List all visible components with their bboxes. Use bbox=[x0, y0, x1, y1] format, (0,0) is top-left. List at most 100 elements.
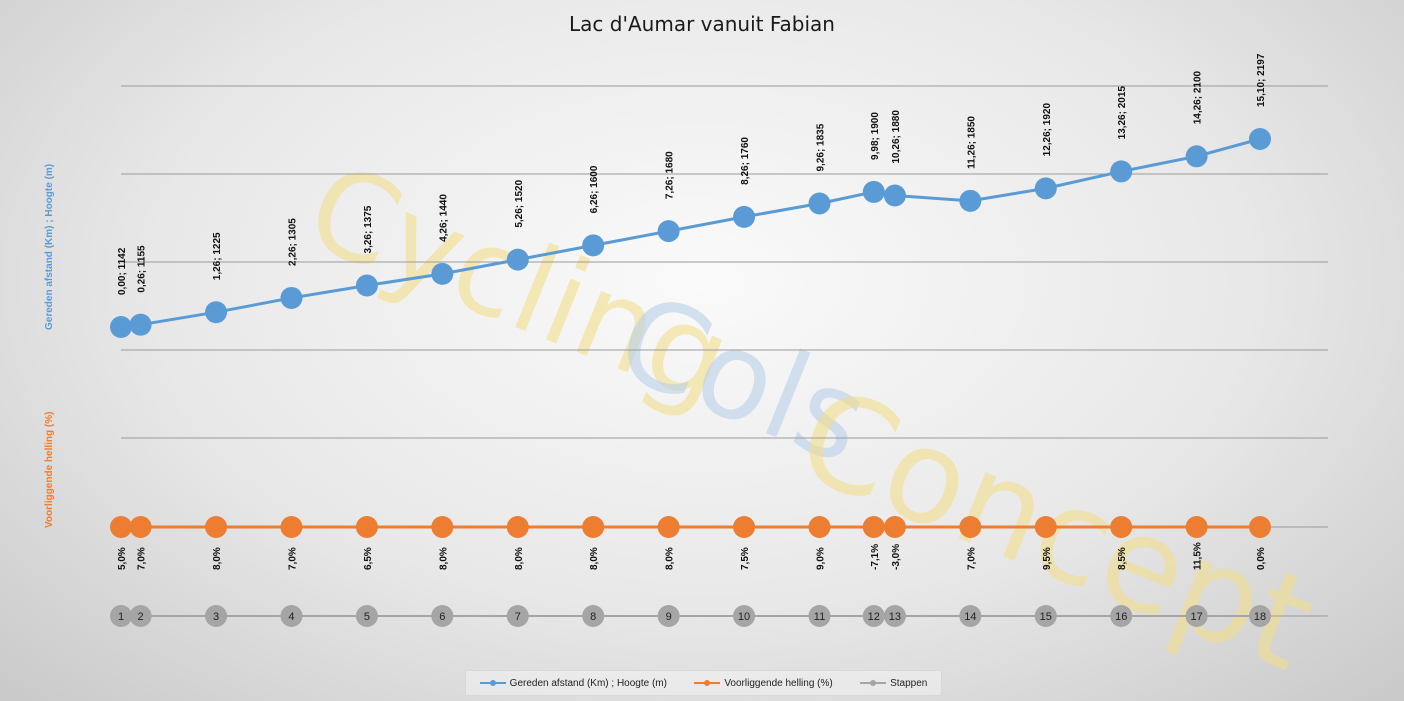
gradient-point bbox=[657, 516, 680, 538]
elevation-point bbox=[1110, 160, 1133, 183]
legend-marker-orange bbox=[694, 680, 721, 686]
legend-label: Gereden afstand (Km) ; Hoogte (m) bbox=[509, 677, 667, 689]
gradient-data-label: 5,0% bbox=[117, 547, 128, 570]
gradient-point bbox=[1034, 516, 1057, 538]
elevation-point bbox=[959, 189, 982, 212]
step-marker bbox=[862, 605, 885, 627]
gradient-point bbox=[1249, 516, 1271, 538]
step-marker bbox=[431, 605, 454, 627]
gradient-data-label: 7,0% bbox=[287, 547, 298, 570]
step-marker bbox=[582, 605, 605, 627]
legend-item-gradient: Voorliggende helling (%) bbox=[694, 677, 833, 689]
elevation-data-label: 3,26; 1375 bbox=[363, 205, 374, 253]
step-marker bbox=[959, 605, 982, 627]
gradient-point bbox=[808, 516, 831, 538]
elevation-point bbox=[110, 316, 132, 338]
gradient-data-label: 6,5% bbox=[363, 547, 374, 570]
elevation-point bbox=[506, 248, 529, 271]
step-label: 17 bbox=[1191, 611, 1203, 623]
step-marker bbox=[1034, 605, 1057, 627]
gradient-data-label: 7,0% bbox=[966, 547, 977, 570]
elevation-point bbox=[1034, 177, 1057, 200]
elevation-point bbox=[657, 220, 680, 243]
step-label: 1 bbox=[118, 611, 124, 623]
step-marker bbox=[883, 605, 906, 627]
step-label: 4 bbox=[288, 611, 294, 623]
step-marker bbox=[733, 605, 756, 627]
gradient-point bbox=[1185, 516, 1208, 538]
gradient-data-label: 9,0% bbox=[815, 547, 826, 570]
step-label: 11 bbox=[814, 611, 825, 623]
step-marker bbox=[129, 605, 152, 627]
step-marker bbox=[355, 605, 378, 627]
gradient-point bbox=[733, 516, 756, 538]
elevation-line bbox=[120, 137, 1261, 329]
step-label: 16 bbox=[1115, 611, 1127, 623]
step-marker bbox=[1110, 605, 1133, 627]
elevation-data-label: 14,26; 2100 bbox=[1193, 70, 1204, 124]
gradient-point bbox=[280, 516, 303, 538]
legend-item-steps: Stappen bbox=[860, 678, 927, 689]
legend-label: Voorliggende helling (%) bbox=[724, 677, 833, 689]
step-marker bbox=[1185, 605, 1208, 627]
step-label: 15 bbox=[1040, 611, 1052, 623]
gradient-point bbox=[355, 516, 378, 538]
gradient-data-label: 8,0% bbox=[589, 547, 600, 570]
elevation-point bbox=[129, 313, 152, 336]
gradient-data-label: 8,5% bbox=[1117, 547, 1128, 570]
step-label: 12 bbox=[868, 611, 880, 623]
elevation-data-label: 4,26; 1440 bbox=[438, 194, 449, 242]
elevation-point bbox=[1249, 128, 1271, 150]
elevation-data-label: 15,10; 2197 bbox=[1256, 53, 1267, 107]
gradient-point bbox=[959, 516, 982, 538]
gradient-data-label: 7,5% bbox=[740, 547, 751, 570]
gradient-data-label: 7,0% bbox=[137, 547, 148, 570]
legend-item-distance-elevation: Gereden afstand (Km) ; Hoogte (m) bbox=[479, 677, 667, 689]
elevation-point bbox=[582, 234, 605, 257]
step-marker bbox=[280, 605, 303, 627]
gradient-point bbox=[883, 516, 906, 538]
elevation-point bbox=[883, 184, 906, 207]
elevation-point bbox=[1185, 145, 1208, 168]
gradient-point bbox=[1110, 516, 1133, 538]
legend-marker-blue bbox=[479, 680, 506, 686]
elevation-data-label: 1,26; 1225 bbox=[212, 232, 223, 280]
gradient-data-label: 8,0% bbox=[514, 547, 525, 570]
elevation-data-label: 2,26; 1305 bbox=[287, 218, 298, 266]
elevation-point bbox=[355, 274, 378, 297]
gradient-data-label: 8,0% bbox=[212, 547, 223, 570]
legend-label: Stappen bbox=[890, 677, 928, 689]
step-label: 5 bbox=[364, 611, 370, 623]
elevation-data-label: 8,26; 1760 bbox=[740, 137, 751, 185]
elevation-data-label: 10,26; 1880 bbox=[891, 110, 902, 164]
legend: Gereden afstand (Km) ; Hoogte (m) Voorli… bbox=[465, 670, 942, 696]
step-label: 6 bbox=[439, 611, 445, 623]
gradient-data-label: 9,5% bbox=[1042, 547, 1053, 570]
step-label: 13 bbox=[889, 611, 901, 623]
gradient-point bbox=[862, 516, 885, 538]
step-marker bbox=[657, 605, 680, 627]
gradient-point bbox=[506, 516, 529, 538]
elevation-point bbox=[733, 205, 756, 228]
gradient-data-label: 8,0% bbox=[438, 547, 449, 570]
elevation-data-label: 9,98; 1900 bbox=[870, 112, 881, 160]
gradient-point bbox=[129, 516, 152, 538]
elevation-data-label: 12,26; 1920 bbox=[1042, 103, 1053, 157]
elevation-data-label: 7,26; 1680 bbox=[665, 151, 676, 199]
elevation-data-label: 11,26; 1850 bbox=[966, 116, 977, 169]
chart-title: Lac d'Aumar vanuit Fabian bbox=[569, 12, 835, 36]
step-label: 8 bbox=[590, 611, 596, 623]
elevation-point bbox=[862, 180, 885, 203]
legend-marker-grey bbox=[860, 680, 887, 686]
step-marker bbox=[808, 605, 831, 627]
gradient-data-label: 0,0% bbox=[1256, 547, 1267, 570]
gradient-point bbox=[205, 516, 228, 538]
elevation-data-label: 0,00; 1142 bbox=[117, 247, 128, 295]
elevation-data-label: 5,26; 1520 bbox=[514, 179, 525, 227]
step-label: 14 bbox=[964, 611, 976, 623]
step-marker bbox=[110, 605, 132, 627]
step-label: 10 bbox=[738, 611, 750, 623]
gradient-data-label: -7,1% bbox=[870, 544, 881, 570]
gradient-data-label: 11,5% bbox=[1193, 542, 1204, 570]
gradient-point bbox=[431, 516, 454, 538]
